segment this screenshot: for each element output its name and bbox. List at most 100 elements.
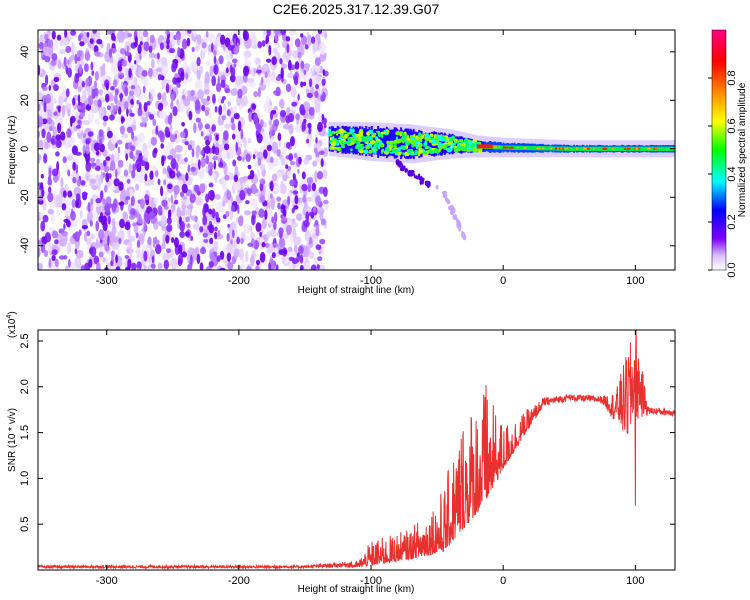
noise-blob [179, 231, 186, 238]
noise-blob [141, 70, 148, 77]
noise-blob [209, 133, 212, 143]
noise-blob [151, 59, 155, 69]
noise-blob [268, 119, 273, 126]
noise-blob [287, 246, 293, 253]
noise-blob [269, 229, 277, 237]
noise-blob [224, 174, 230, 181]
noise-blob [153, 239, 160, 245]
noise-blob [307, 122, 312, 129]
noise-blob [266, 144, 272, 152]
signal-peak [555, 147, 557, 150]
noise-blob [256, 168, 261, 179]
noise-blob [244, 59, 252, 67]
noise-blob [174, 144, 183, 153]
noise-blob [148, 45, 153, 53]
signal-speckle [463, 143, 466, 147]
noise-blob [261, 218, 267, 230]
noise-blob [251, 198, 258, 208]
noise-blob [256, 124, 262, 132]
signal-speckle [429, 150, 434, 154]
noise-blob [256, 133, 263, 144]
noise-blob [56, 34, 62, 41]
noise-blob [271, 173, 278, 182]
noise-blob [102, 120, 107, 127]
noise-blob [208, 112, 213, 120]
signal-speckle [361, 146, 365, 149]
noise-blob [130, 196, 135, 207]
noise-blob [120, 187, 127, 200]
noise-blob [160, 143, 164, 149]
noise-blob [235, 75, 242, 86]
noise-blob [318, 150, 325, 156]
noise-blob [199, 226, 204, 233]
signal-speckle [374, 142, 378, 147]
noise-blob [196, 34, 202, 45]
noise-blob [70, 210, 76, 221]
noise-blob [38, 195, 43, 202]
noise-blob [118, 181, 124, 191]
signal-speckle [417, 150, 420, 153]
noise-blob [47, 176, 52, 181]
noise-blob [195, 44, 200, 52]
noise-blob [302, 194, 307, 203]
noise-blob [182, 97, 191, 107]
noise-blob [51, 245, 59, 251]
noise-blob [229, 74, 236, 83]
signal-speckle [342, 130, 346, 133]
noise-blob [43, 45, 47, 57]
noise-blob [255, 222, 262, 233]
noise-blob [166, 217, 172, 225]
noise-blob [96, 38, 103, 45]
noise-blob [323, 147, 328, 158]
noise-blob [80, 102, 86, 114]
noise-blob [109, 160, 116, 172]
noise-blob [304, 44, 309, 50]
noise-blob [212, 93, 216, 104]
noise-blob [299, 178, 308, 186]
noise-blob [192, 223, 200, 230]
noise-blob [310, 36, 316, 44]
noise-blob [239, 189, 246, 201]
signal-speckle [423, 144, 428, 147]
colorbar-tick-label: 0.8 [726, 70, 738, 85]
noise-blob [224, 130, 228, 141]
noise-blob [59, 39, 64, 47]
noise-blob [122, 59, 127, 67]
noise-blob [282, 233, 289, 239]
noise-blob [117, 146, 121, 154]
noise-blob [181, 38, 188, 50]
noise-blob [264, 71, 268, 79]
noise-blob [219, 267, 226, 270]
noise-blob [320, 218, 326, 226]
noise-blob [195, 196, 203, 206]
noise-blob [236, 236, 240, 245]
noise-blob [126, 178, 131, 184]
noise-blob [220, 99, 224, 104]
noise-blob [299, 254, 304, 264]
signal-speckle [402, 134, 406, 140]
signal-speckle [415, 144, 419, 150]
noise-blob [87, 131, 94, 137]
signal-speckle [458, 139, 464, 143]
noise-blob [292, 190, 299, 195]
noise-blob [317, 30, 323, 35]
noise-blob [303, 157, 310, 166]
noise-blob [286, 218, 292, 226]
signal-speckle [365, 135, 371, 139]
noise-blob [77, 119, 81, 125]
signal-speckle [336, 133, 339, 136]
noise-blob [315, 195, 321, 206]
noise-blob [38, 262, 43, 270]
signal-speckle [424, 140, 428, 146]
noise-blob [44, 232, 52, 243]
noise-blob [219, 34, 226, 45]
noise-blob [202, 215, 208, 226]
noise-blob [318, 127, 321, 132]
noise-blob [177, 170, 181, 178]
noise-blob [85, 143, 90, 155]
noise-blob [169, 170, 176, 179]
noise-blob [136, 99, 140, 105]
noise-blob [83, 63, 89, 72]
signal-speckle [334, 139, 338, 142]
